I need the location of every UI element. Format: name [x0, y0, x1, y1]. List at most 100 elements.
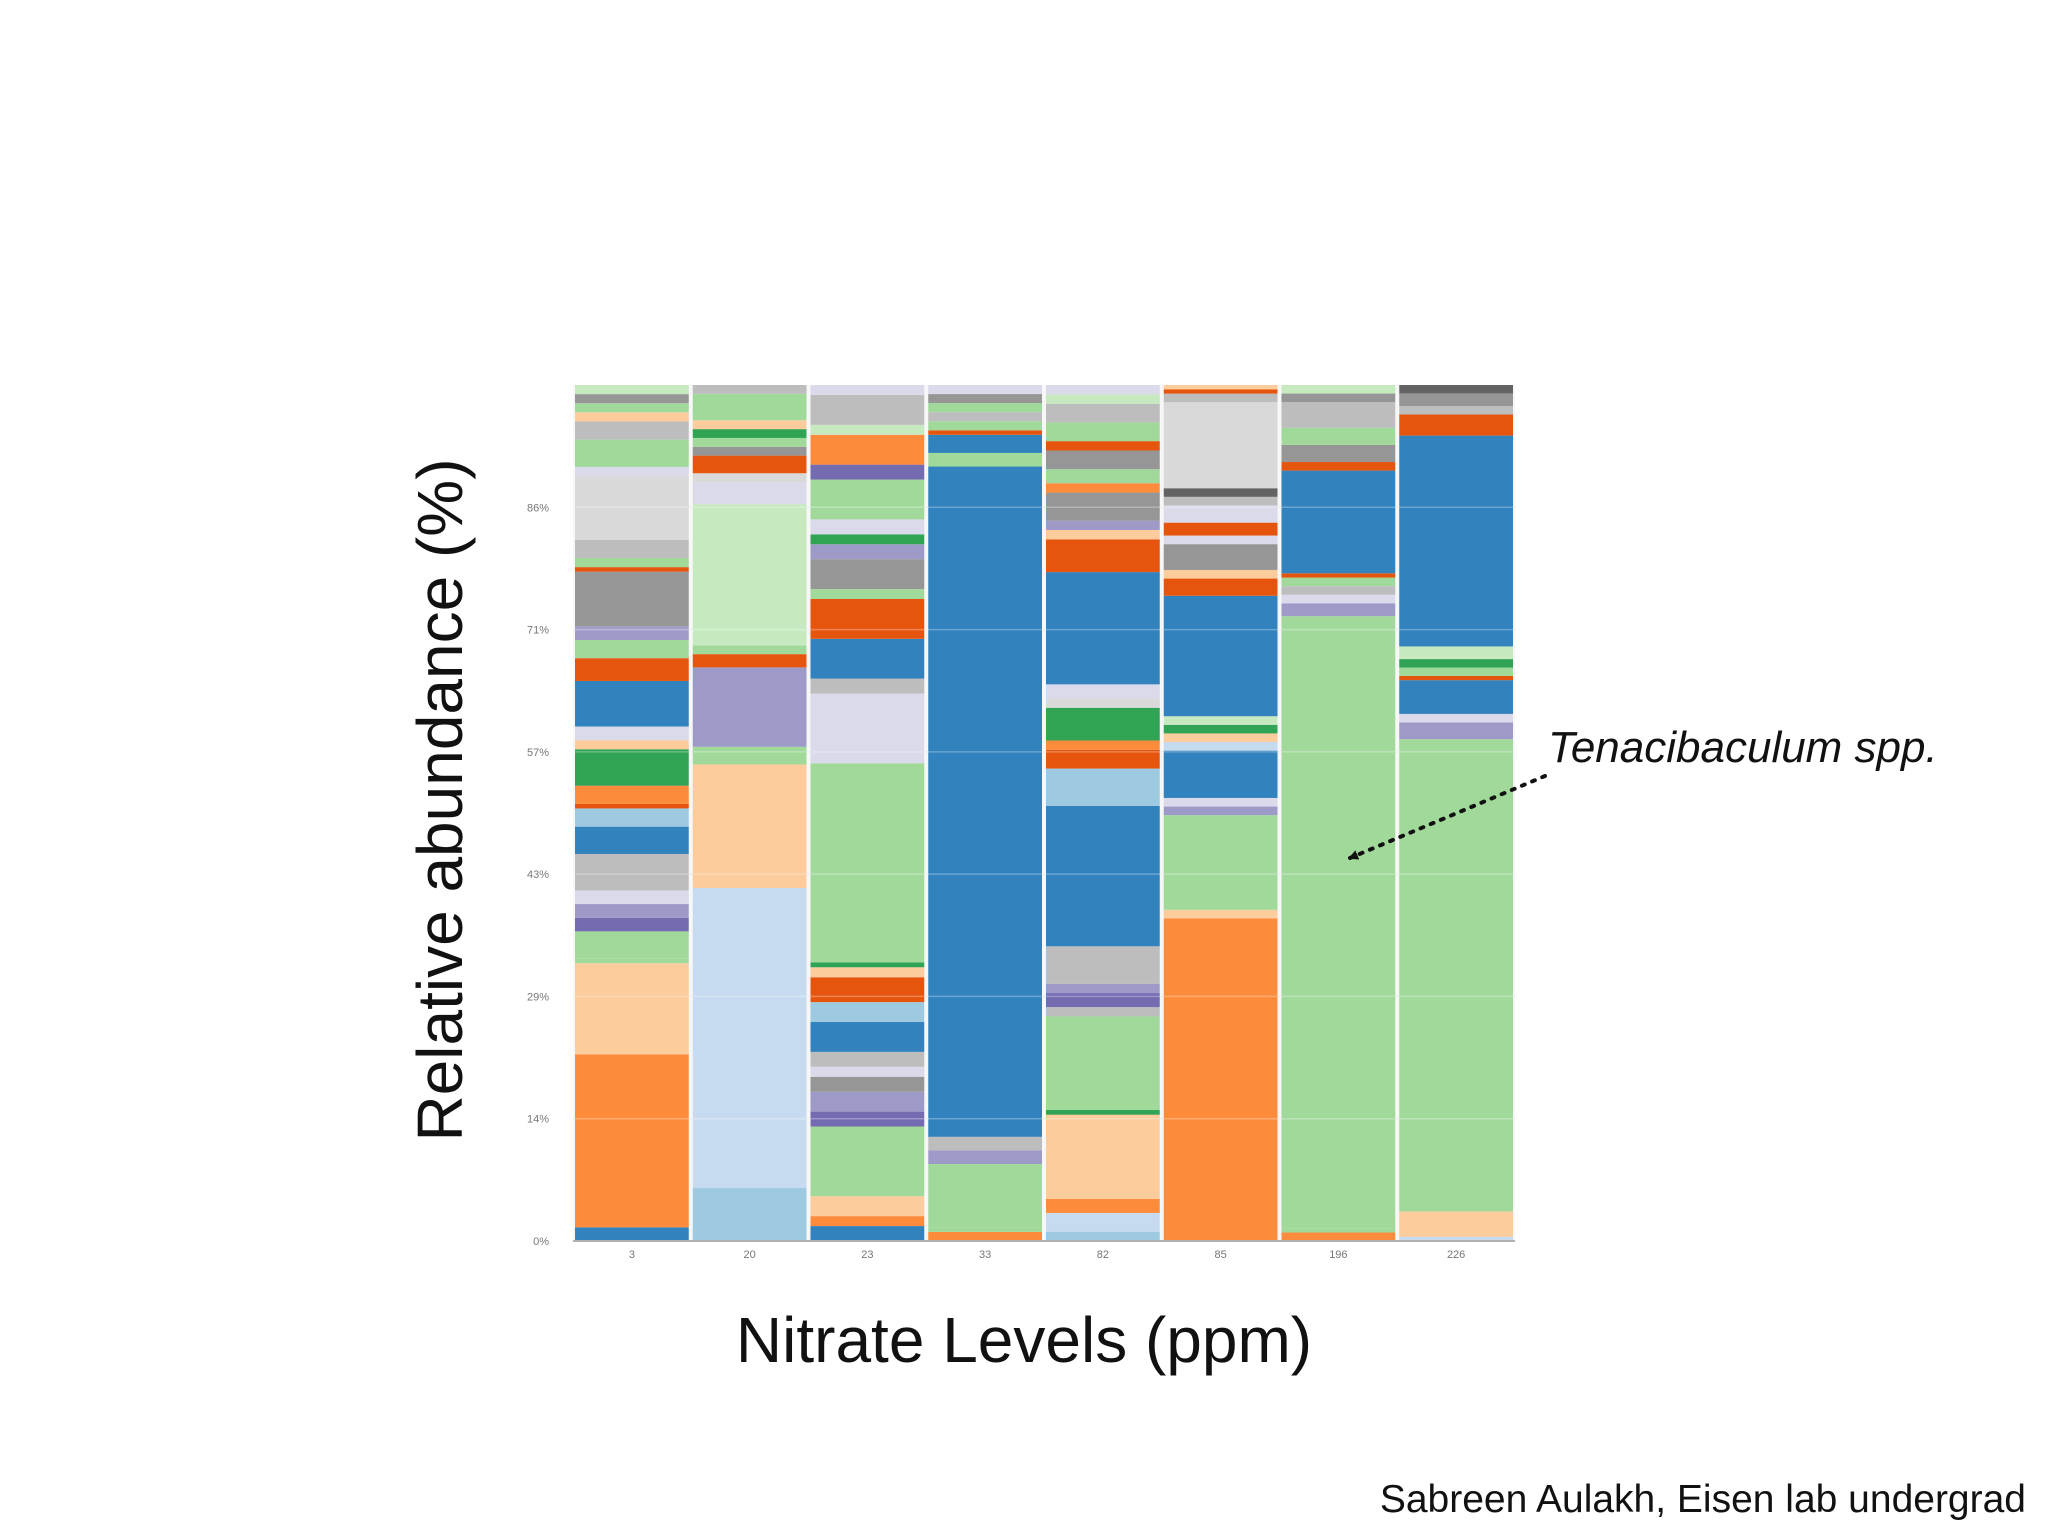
bar-segment: [575, 403, 689, 413]
bar-segment: [810, 1066, 925, 1077]
bar-segment: [1399, 414, 1513, 436]
bar-segment: [810, 678, 925, 694]
bar-segment: [928, 1231, 1042, 1241]
bar-segment: [928, 1164, 1042, 1228]
bar-segment: [1046, 1114, 1160, 1199]
bar-segment: [1281, 1228, 1396, 1233]
bar-segment: [928, 430, 1042, 435]
bar-segment: [1046, 740, 1160, 750]
bar-segment: [1046, 698, 1160, 708]
bar-segment: [1163, 402, 1278, 489]
bar-segment: [575, 466, 689, 477]
bar-segment: [928, 403, 1042, 413]
bar-segment: [1046, 1198, 1160, 1213]
bar-segment: [575, 808, 689, 827]
bar-segment: [1046, 1110, 1160, 1115]
bar-segment: [1163, 750, 1278, 798]
bar-segment: [575, 826, 689, 854]
bar-segment: [1281, 385, 1396, 394]
bar-segment: [928, 412, 1042, 422]
bar-segment: [1046, 1016, 1160, 1111]
bar-segment: [575, 394, 689, 404]
y-tick-label: 71%: [527, 625, 549, 637]
bar-segment: [810, 599, 925, 639]
bar-segment: [575, 539, 689, 559]
y-tick-labels: 0% 14% 29% 43% 57% 71% 86%: [527, 502, 549, 1248]
bar-segment: [1046, 572, 1160, 685]
y-axis-label: Relative abundance (%): [404, 458, 476, 1141]
bar-segment: [692, 385, 807, 394]
bar-segment: [810, 1051, 925, 1067]
bar-segment: [1281, 393, 1396, 403]
bar-segment: [1046, 983, 1160, 994]
bar-segment: [575, 749, 689, 786]
y-tick-label: 0%: [533, 1236, 549, 1248]
y-tick-label: 86%: [527, 502, 549, 514]
bar-segment: [692, 645, 807, 655]
bar-segment: [1281, 603, 1396, 617]
bar-segment: [810, 589, 925, 599]
bar-segment: [1163, 797, 1278, 807]
bar-stack-196: [1281, 385, 1396, 1241]
bar-segment: [1281, 462, 1396, 471]
bar-segment: [1046, 520, 1160, 531]
bar-segment: [692, 420, 807, 430]
bar-segment: [810, 424, 925, 435]
bar-segment: [575, 658, 689, 681]
bar-segment: [575, 558, 689, 568]
bar-segment: [1046, 993, 1160, 1008]
bar-stack-33: [928, 385, 1042, 1241]
bar-segment: [928, 452, 1042, 467]
x-tick-label: 33: [979, 1249, 991, 1261]
bar-segment: [928, 1136, 1042, 1151]
bar-segment: [810, 1126, 925, 1197]
bar-segment: [692, 455, 807, 474]
bar-segment: [928, 385, 1042, 395]
bar-segment: [810, 1002, 925, 1023]
bar-segment: [575, 853, 689, 891]
x-tick-label: 226: [1447, 1249, 1465, 1261]
bar-segment: [575, 931, 689, 959]
bar-segment: [575, 571, 689, 627]
bar-segment: [692, 504, 807, 646]
bar-segment: [810, 1076, 925, 1092]
bar-segment: [692, 446, 807, 456]
bar-segment: [1046, 450, 1160, 470]
x-tick-labels: 3 20 23 33 82 85 196 226: [629, 1249, 1465, 1261]
bar-segment: [1163, 569, 1278, 579]
bar-segment: [810, 434, 925, 465]
bar-segment: [810, 479, 925, 520]
x-tick-label: 23: [861, 1249, 873, 1261]
bar-segment: [692, 437, 807, 447]
bar-segment: [810, 977, 925, 1003]
bar-segment: [810, 967, 925, 978]
bar-segment: [928, 466, 1042, 1137]
bar-segment: [1281, 616, 1396, 1229]
bar-segment: [810, 962, 925, 968]
bar-segment: [1046, 768, 1160, 806]
bar-segment: [1163, 742, 1278, 751]
bar-segment: [575, 421, 689, 440]
bar-segment: [1163, 496, 1278, 506]
bar-segment: [575, 680, 689, 727]
bar-segment: [1046, 1231, 1160, 1241]
bar-segment: [692, 482, 807, 505]
bar-segment: [810, 1196, 925, 1217]
bar-segment: [575, 439, 689, 467]
bar-segment: [1399, 680, 1513, 714]
bar-segment: [810, 1226, 925, 1241]
bar-segment: [575, 626, 689, 640]
bar-segment: [1046, 469, 1160, 484]
bar-segment: [1046, 946, 1160, 984]
bar-segment: [1163, 733, 1278, 743]
bar-segment: [1399, 1211, 1513, 1237]
bar-segment: [575, 1054, 689, 1228]
bar-segment: [810, 1216, 925, 1227]
bar-segment: [575, 385, 689, 395]
bar-segment: [810, 394, 925, 425]
bar-segment: [1046, 394, 1160, 404]
bar-segment: [1399, 435, 1513, 647]
bar-segment: [575, 890, 689, 905]
bar-segment: [810, 1022, 925, 1052]
bar-segment: [1046, 684, 1160, 699]
